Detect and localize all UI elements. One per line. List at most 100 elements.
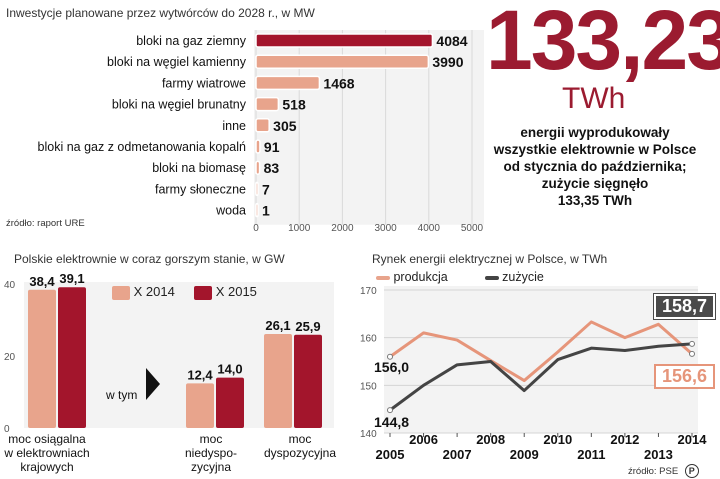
investment-chart-title: Inwestycje planowane przez wytwórców do … xyxy=(6,6,315,20)
capacity-chart-title: Polskie elektrownie w coraz gorszym stan… xyxy=(14,252,285,266)
value-label: 1 xyxy=(262,203,270,219)
value-label: 39,1 xyxy=(59,271,84,286)
data-point xyxy=(689,340,695,347)
x-tick-label: 2006 xyxy=(409,432,438,447)
category-label: farmy wiatrowe xyxy=(162,76,246,90)
cat-label-line: krajowych xyxy=(20,460,74,474)
legend-label-2014: X 2014 xyxy=(133,284,175,299)
x-tick-label: 2005 xyxy=(376,447,405,462)
market-legend: produkcja zużycie xyxy=(376,270,544,284)
bar xyxy=(255,118,270,133)
x-tick-label: 5000 xyxy=(461,223,484,234)
value-label: 3990 xyxy=(432,54,463,70)
x-tick-label: 2013 xyxy=(644,447,673,462)
headline-unit: TWh xyxy=(562,82,626,115)
legend-swatch-zuzycie xyxy=(484,275,499,280)
x-tick-label: 0 xyxy=(253,223,259,234)
callout-zuzycie-end: 158,7 xyxy=(654,294,716,319)
cat-label-line: moc xyxy=(199,432,223,446)
value-label: 1468 xyxy=(323,75,354,91)
callout-produkcja-end: 156,6 xyxy=(654,364,716,389)
value-label: 4084 xyxy=(436,33,467,49)
value-label: 14,0 xyxy=(217,362,242,377)
headline-number: 133,23 xyxy=(486,0,720,87)
y-tick-label: 140 xyxy=(360,429,377,440)
market-source-text: źródło: PSE xyxy=(628,466,679,477)
bar xyxy=(28,289,56,428)
category-label: bloki na gaz z odmetanowania kopalń xyxy=(38,140,247,154)
value-label: 83 xyxy=(264,160,280,176)
investment-chart-plot: 0 1000 2000 3000 4000 5000 bloki na gaz ziemny… xyxy=(38,30,484,234)
series-line-zużycie xyxy=(389,342,693,412)
value-label: 26,1 xyxy=(265,318,290,333)
plot-background xyxy=(384,286,698,433)
bar xyxy=(255,33,434,48)
bar xyxy=(255,181,259,197)
headline-desc-line: wszystkie elektrownie w Polsce xyxy=(493,142,697,157)
capacity-chart-plot: 0 20 40 38,4 39,1 12,4 14,0 26,1 25,9 xyxy=(4,271,334,435)
cat-label-2: moc niedyspo- zycyjna xyxy=(176,432,246,474)
category-label: bloki na węgiel brunatny xyxy=(112,98,247,112)
bar xyxy=(255,202,259,218)
capacity-chart: Polskie elektrownie w coraz gorszym stan… xyxy=(0,248,352,479)
capacity-legend: X 2014 X 2015 xyxy=(112,284,257,300)
x-tick-label: 3000 xyxy=(374,223,397,234)
bar xyxy=(255,96,280,112)
y-tick-label: 40 xyxy=(4,280,16,291)
x-tick-label: 2014 xyxy=(678,432,708,447)
x-tick-label: 1000 xyxy=(288,223,311,234)
legend-swatch-2015 xyxy=(194,285,213,300)
market-chart: Rynek energii elektrycznej w Polsce, w T… xyxy=(352,248,720,479)
bar xyxy=(255,160,261,175)
category-label: bloki na gaz ziemny xyxy=(136,34,247,48)
cat-label-line: moc osiągalna xyxy=(8,432,86,446)
value-label: 518 xyxy=(282,97,306,113)
value-label: 305 xyxy=(273,118,297,134)
data-point xyxy=(689,350,695,357)
category-label: farmy słoneczne xyxy=(155,182,246,196)
x-tick-label: 2000 xyxy=(331,223,354,234)
market-source: źródło: PSE P xyxy=(628,464,699,478)
headline-description: energii wyprodukowały wszystkie elektrow… xyxy=(470,124,720,209)
category-label: bloki na węgiel kamienny xyxy=(107,55,247,69)
data-point xyxy=(387,353,393,360)
x-tick-label: 2008 xyxy=(476,432,505,447)
cat-label-line: zycyjna xyxy=(190,460,231,474)
y-tick-label: 170 xyxy=(360,286,377,297)
cat-label-1: moc osiągalna w elektrowniach krajowych xyxy=(2,432,92,474)
x-tick-label: 4000 xyxy=(418,223,441,234)
headline-desc-line: od stycznia do października; xyxy=(503,159,687,174)
category-label: inne xyxy=(222,119,246,133)
bar xyxy=(294,334,322,428)
x-tick-label: 2007 xyxy=(443,447,472,462)
series-line-produkcja xyxy=(389,320,693,383)
pap-logo-icon: P xyxy=(684,464,699,478)
value-label: 7 xyxy=(262,181,270,197)
market-chart-plot: 140 150 160 170 2006 2008 2010 2012 2014 2005 2007… xyxy=(360,286,708,462)
value-label: 91 xyxy=(264,139,280,155)
investment-chart: Inwestycje planowane przez wytwórców do … xyxy=(0,0,490,240)
bar xyxy=(255,139,261,154)
headline-desc-line: zużycie sięgnęło xyxy=(541,176,649,191)
y-tick-label: 150 xyxy=(360,381,377,392)
bar xyxy=(264,334,292,428)
x-tick-label: 2009 xyxy=(510,447,539,462)
legend-label-2015: X 2015 xyxy=(215,284,257,299)
legend-swatch-2014 xyxy=(112,285,130,300)
x-tick-label: 2011 xyxy=(577,447,605,462)
bar xyxy=(255,54,430,69)
value-label: 38,4 xyxy=(29,274,55,289)
market-chart-title: Rynek energii elektrycznej w Polsce, w T… xyxy=(372,252,608,266)
legend-label-zuzycie: zużycie xyxy=(502,270,544,284)
legend-label-produkcja: produkcja xyxy=(393,270,448,284)
category-label: bloki na biomasę xyxy=(152,161,246,175)
x-tick-label: 2012 xyxy=(610,432,639,447)
investment-source: źródło: raport URE xyxy=(6,218,85,229)
y-tick-label: 20 xyxy=(4,352,16,363)
headline-desc-line: 133,35 TWh xyxy=(557,193,633,208)
label-produkcja-start: 156,0 xyxy=(374,359,410,375)
bar xyxy=(186,383,214,428)
label-zuzycie-start: 144,8 xyxy=(374,414,410,430)
cat-label-line: niedyspo- xyxy=(184,446,238,460)
value-label: 25,9 xyxy=(295,319,320,334)
